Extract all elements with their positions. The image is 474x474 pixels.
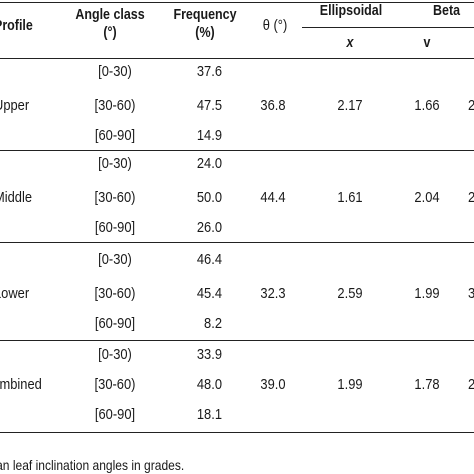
nu-cell: 1.99	[414, 285, 440, 302]
angle-class-cell: [30-60)	[94, 97, 136, 114]
frequency-cell: 48.0	[196, 376, 222, 393]
profile-label: Upper	[0, 97, 30, 114]
frequency-cell: 24.0	[196, 155, 222, 172]
theta-cell: 32.3	[260, 285, 286, 302]
frequency-cell: 26.0	[196, 219, 222, 236]
header-angle-class-title: Angle class	[75, 7, 145, 23]
angle-class-cell: [60-90]	[94, 406, 136, 423]
header-frequency-title: Frequency	[173, 7, 237, 23]
group-separator	[0, 242, 474, 243]
truncated-cell: 3	[468, 285, 474, 303]
angle-class-cell: [0-30)	[98, 346, 132, 363]
frequency-cell: 14.9	[196, 127, 222, 144]
header-sub-rule	[302, 27, 474, 28]
angle-class-cell: [30-60)	[94, 189, 136, 206]
frequency-cell: 50.0	[196, 189, 222, 206]
header-angle-class: Angle class (°)	[67, 6, 153, 42]
angle-class-cell: [0-30)	[98, 63, 132, 80]
nu-cell: 2.04	[414, 189, 440, 206]
angle-class-cell: [0-30)	[98, 155, 132, 172]
angle-class-cell: [60-90]	[94, 127, 136, 144]
frequency-cell: 18.1	[196, 406, 222, 423]
chi-cell: 1.99	[337, 376, 363, 393]
table-top-rule	[0, 2, 474, 3]
frequency-cell: 46.4	[196, 251, 222, 268]
header-frequency: Frequency (%)	[166, 6, 243, 42]
table-footnote: θ: mean leaf inclination angles in grade…	[0, 457, 185, 473]
angle-class-cell: [30-60)	[94, 376, 136, 393]
truncated-cell: 2	[468, 189, 474, 207]
header-profile: Profile	[0, 18, 33, 34]
nu-cell: 1.78	[414, 376, 440, 393]
theta-cell: 36.8	[260, 97, 286, 114]
header-ellipsoidal: Ellipsoidal	[319, 3, 383, 19]
theta-cell: 44.4	[260, 189, 286, 206]
truncated-cell: 2	[468, 97, 474, 115]
header-bottom-rule	[0, 58, 474, 59]
header-angle-class-unit: (°)	[103, 25, 117, 41]
group-separator	[0, 150, 474, 151]
truncated-cell: 2	[468, 376, 474, 394]
header-frequency-unit: (%)	[195, 25, 215, 41]
header-beta: Beta	[433, 3, 461, 19]
nu-cell: 1.66	[414, 97, 440, 114]
frequency-cell: 33.9	[196, 346, 222, 363]
header-chi: x	[346, 35, 354, 51]
angle-class-cell: [0-30)	[98, 251, 132, 268]
frequency-cell: 37.6	[196, 63, 222, 80]
header-theta: θ (°)	[262, 17, 288, 34]
group-separator	[0, 340, 474, 341]
profile-label: Lower	[0, 285, 30, 302]
chi-cell: 1.61	[337, 189, 363, 206]
frequency-cell: 8.2	[204, 315, 222, 332]
chi-cell: 2.17	[337, 97, 363, 114]
table-bottom-rule	[0, 432, 474, 433]
angle-class-cell: [60-90]	[94, 219, 136, 236]
profile-label: Combined	[0, 376, 42, 393]
frequency-cell: 47.5	[196, 97, 222, 114]
theta-cell: 39.0	[260, 376, 286, 393]
profile-label: Middle	[0, 189, 33, 206]
chi-cell: 2.59	[337, 285, 363, 302]
angle-class-cell: [30-60)	[94, 285, 136, 302]
header-nu: v	[423, 35, 431, 51]
frequency-cell: 45.4	[196, 285, 222, 302]
angle-class-cell: [60-90]	[94, 315, 136, 332]
